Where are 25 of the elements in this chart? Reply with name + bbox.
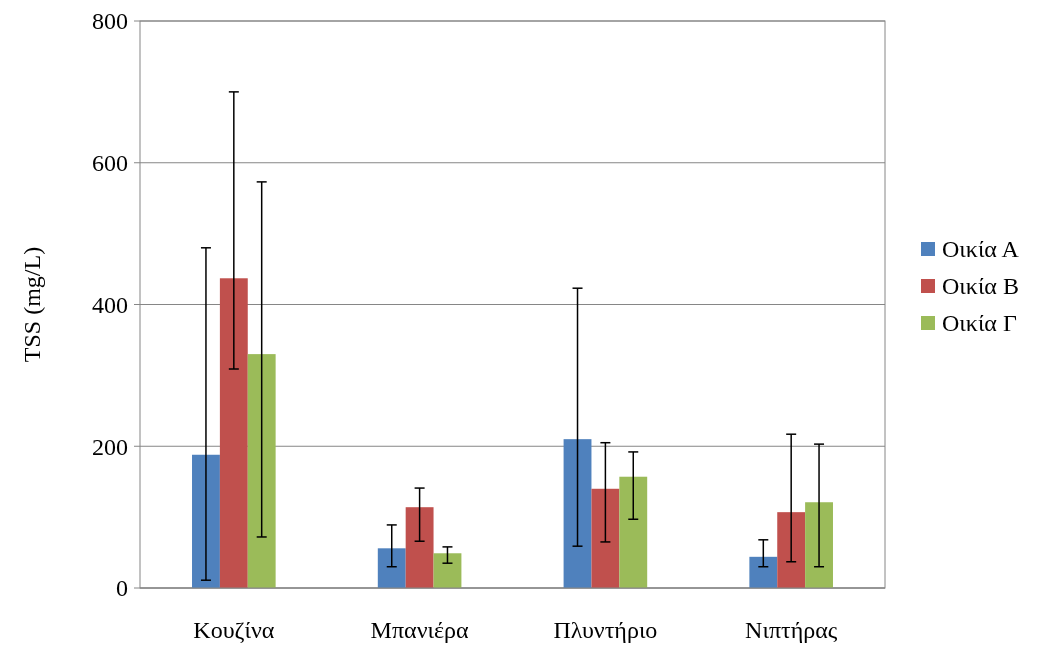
bar [433, 553, 462, 588]
y-tick-label: 800 [92, 8, 128, 35]
bar [247, 354, 276, 588]
bar [563, 439, 592, 588]
legend-label: Οικία Γ [942, 310, 1017, 337]
x-tick-label: Κουζίνα [193, 617, 275, 643]
y-tick-label: 600 [92, 150, 128, 177]
bar [749, 556, 778, 588]
y-tick-label: 0 [116, 575, 128, 602]
y-axis-title: TSS (mg/L) [19, 246, 45, 363]
bar [805, 502, 833, 588]
bar [777, 512, 806, 588]
legend-label: Οικία Α [942, 236, 1020, 263]
y-tick-label: 200 [92, 433, 128, 460]
bar [591, 488, 620, 588]
bar [192, 454, 220, 588]
x-tick-label: Μπανιέρα [370, 617, 470, 643]
x-tick-label: Νιπτήρας [745, 617, 838, 643]
bar [219, 278, 248, 588]
bar [405, 507, 434, 588]
bar [377, 548, 406, 588]
legend-label: Οικία Β [942, 273, 1019, 300]
y-tick-label: 400 [92, 291, 128, 318]
x-tick-label: Πλυντήριο [553, 617, 658, 643]
bar [619, 476, 648, 588]
